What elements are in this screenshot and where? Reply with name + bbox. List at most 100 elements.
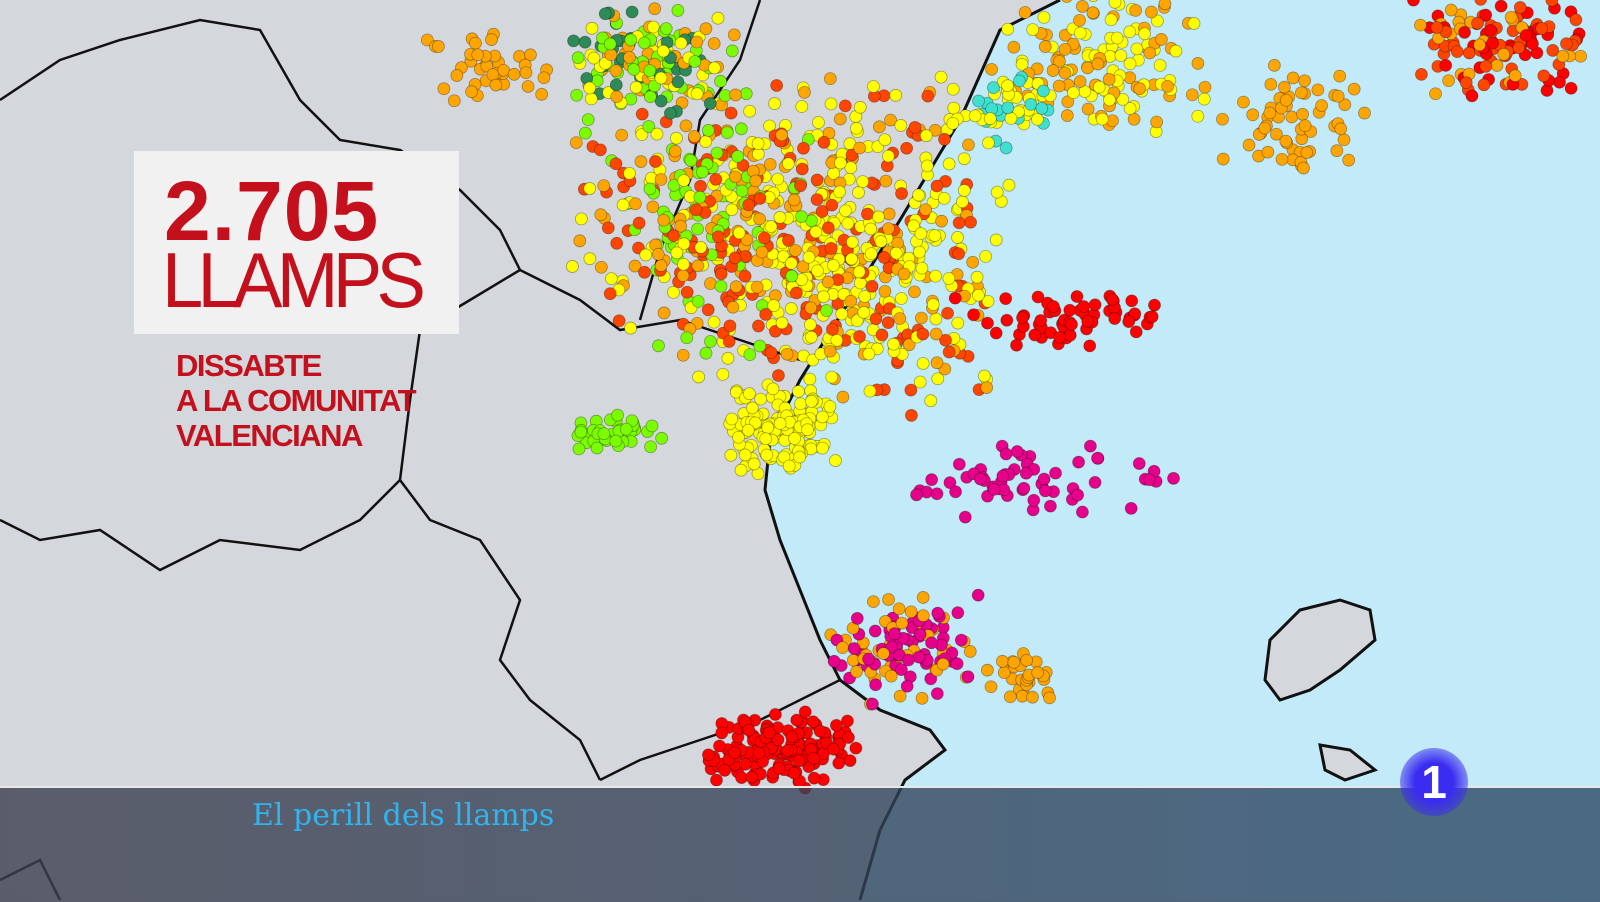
- lightning-strike: [569, 136, 583, 149]
- lightning-strike: [654, 94, 668, 108]
- lightning-strike: [830, 718, 843, 732]
- lightning-strike: [1103, 93, 1116, 107]
- lightning-strike: [842, 731, 855, 744]
- lightning-strike: [594, 208, 608, 222]
- lightning-strike: [690, 35, 704, 49]
- lightning-strike: [716, 367, 730, 381]
- lightning-strike: [1037, 84, 1050, 98]
- lightning-strike: [864, 247, 878, 261]
- lightning-strike: [951, 316, 965, 330]
- lightning-strike: [565, 260, 579, 273]
- lightning-strike: [420, 33, 434, 47]
- lightning-strike: [692, 370, 706, 384]
- lightning-strike: [772, 369, 785, 382]
- lightning-strike: [712, 230, 725, 244]
- lightning-strike: [701, 124, 715, 137]
- lightning-strike: [610, 90, 624, 104]
- lightning-strike: [784, 256, 798, 270]
- lightning-strike: [841, 714, 854, 728]
- lightning-strike: [1063, 328, 1077, 342]
- lightning-strike: [759, 432, 773, 446]
- lightning-strike: [951, 231, 964, 244]
- lightning-strike: [787, 766, 801, 780]
- lightning-strike: [798, 85, 811, 99]
- lightning-strike: [471, 48, 485, 62]
- lightning-strike: [1279, 134, 1293, 148]
- lightning-strike: [668, 144, 682, 158]
- lightning-strike: [583, 81, 597, 95]
- lightning-strike: [680, 331, 694, 345]
- lightning-strike: [1123, 102, 1137, 115]
- lightning-strike: [950, 657, 964, 671]
- lightning-strike: [1429, 87, 1442, 101]
- lightning-strike: [792, 385, 805, 398]
- lightning-strike: [625, 414, 639, 428]
- lightning-strike: [823, 72, 837, 86]
- lightning-strike: [807, 751, 821, 765]
- lightning-strike: [845, 148, 859, 162]
- lightning-strike: [689, 203, 703, 217]
- lightning-strike: [762, 726, 776, 740]
- lightning-strike: [881, 149, 895, 163]
- lightning-strike: [1216, 112, 1229, 126]
- lightning-strike: [1497, 47, 1511, 61]
- lightning-strike: [1086, 6, 1100, 20]
- lightning-strike: [858, 290, 872, 303]
- lightning-strike: [990, 185, 1004, 199]
- lightning-strike: [834, 156, 847, 170]
- lightning-strike: [826, 323, 839, 336]
- lightning-strike: [1430, 21, 1444, 34]
- lightning-strike: [970, 270, 984, 284]
- lightning-strike: [667, 229, 681, 243]
- lightning-strike: [754, 392, 768, 406]
- lightning-strike: [1083, 339, 1097, 353]
- lightning-strike: [1300, 146, 1314, 159]
- lightning-strike: [1407, 0, 1420, 7]
- lightning-strike: [642, 120, 656, 133]
- lightning-strike: [1569, 13, 1583, 27]
- lightning-strike: [752, 746, 766, 760]
- lightning-strike: [867, 80, 880, 93]
- lightning-strike: [1465, 89, 1479, 103]
- lightning-strike: [1462, 46, 1476, 60]
- lightning-strike: [1106, 293, 1119, 306]
- lightning-strike: [535, 87, 549, 101]
- lightning-strike: [1311, 83, 1325, 97]
- lightning-strike: [775, 316, 789, 330]
- lightning-strike: [649, 155, 662, 168]
- lightning-strike: [810, 173, 824, 187]
- lightning-strike: [690, 87, 704, 101]
- lightning-strike: [829, 454, 842, 467]
- lightning-strike: [792, 754, 806, 768]
- lightning-strike: [643, 90, 657, 104]
- lightning-strike: [1125, 294, 1139, 308]
- lightning-strike: [583, 252, 597, 266]
- lightning-strike: [1000, 313, 1014, 327]
- lightning-strike: [1151, 14, 1164, 28]
- lightning-strike: [1459, 76, 1473, 90]
- lightning-strike: [594, 260, 608, 274]
- lightning-strike: [972, 94, 985, 108]
- lightning-strike: [714, 74, 727, 88]
- lightning-strike: [751, 137, 765, 150]
- lightning-strike: [939, 333, 952, 347]
- lightning-strike: [1129, 325, 1143, 339]
- lightning-strike: [1143, 473, 1156, 487]
- lightning-strike: [725, 412, 739, 426]
- lightning-strike: [839, 204, 852, 218]
- lightning-strike: [866, 595, 880, 609]
- lightning-strike: [1484, 23, 1498, 37]
- lightning-strike: [619, 422, 633, 436]
- lightning-strike: [849, 741, 863, 755]
- lightning-strike: [942, 345, 956, 359]
- lightning-strike: [989, 326, 1003, 340]
- lightning-strike: [574, 425, 588, 439]
- lightning-strike: [826, 259, 840, 272]
- lightning-strike: [865, 279, 879, 293]
- lightning-strike: [1191, 57, 1205, 70]
- lightning-strike: [893, 689, 907, 703]
- lightning-strike: [707, 37, 721, 50]
- lightning-strike: [823, 344, 837, 358]
- lightning-strike: [1564, 81, 1578, 95]
- lightning-strike: [788, 244, 802, 257]
